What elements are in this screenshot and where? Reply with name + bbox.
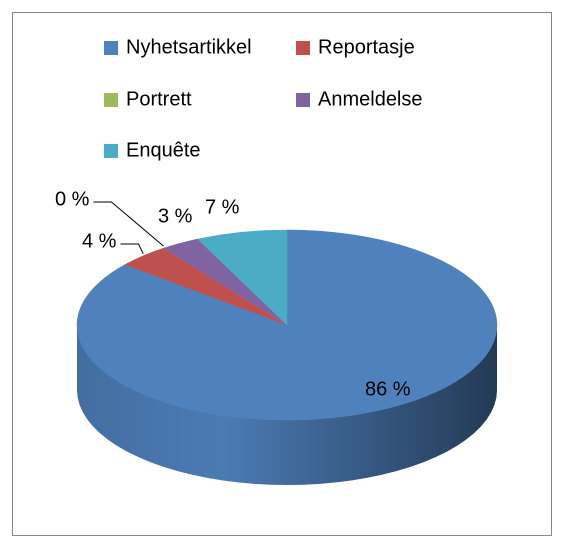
pie-slice [76, 229, 498, 421]
leader-line [120, 243, 144, 254]
legend-swatch [296, 93, 310, 107]
legend-label: Anmeldelse [318, 88, 423, 110]
legend-label: Enquête [126, 139, 201, 161]
data-label: 4 % [82, 230, 117, 252]
legend-label: Reportasje [318, 36, 415, 58]
legend-swatch [104, 144, 118, 158]
legend-swatch [296, 41, 310, 55]
legend-swatch [104, 41, 118, 55]
pie-side-shade [77, 325, 497, 485]
pie-slice [197, 229, 288, 326]
legend-label: Portrett [126, 88, 192, 110]
data-label: 7 % [205, 196, 240, 218]
data-label: 3 % [158, 205, 193, 227]
legend-swatch [104, 93, 118, 107]
leader-line [93, 201, 164, 247]
data-label: 0 % [55, 188, 90, 210]
legend-label: Nyhetsartikkel [126, 36, 252, 58]
data-label: 86 % [365, 378, 411, 400]
